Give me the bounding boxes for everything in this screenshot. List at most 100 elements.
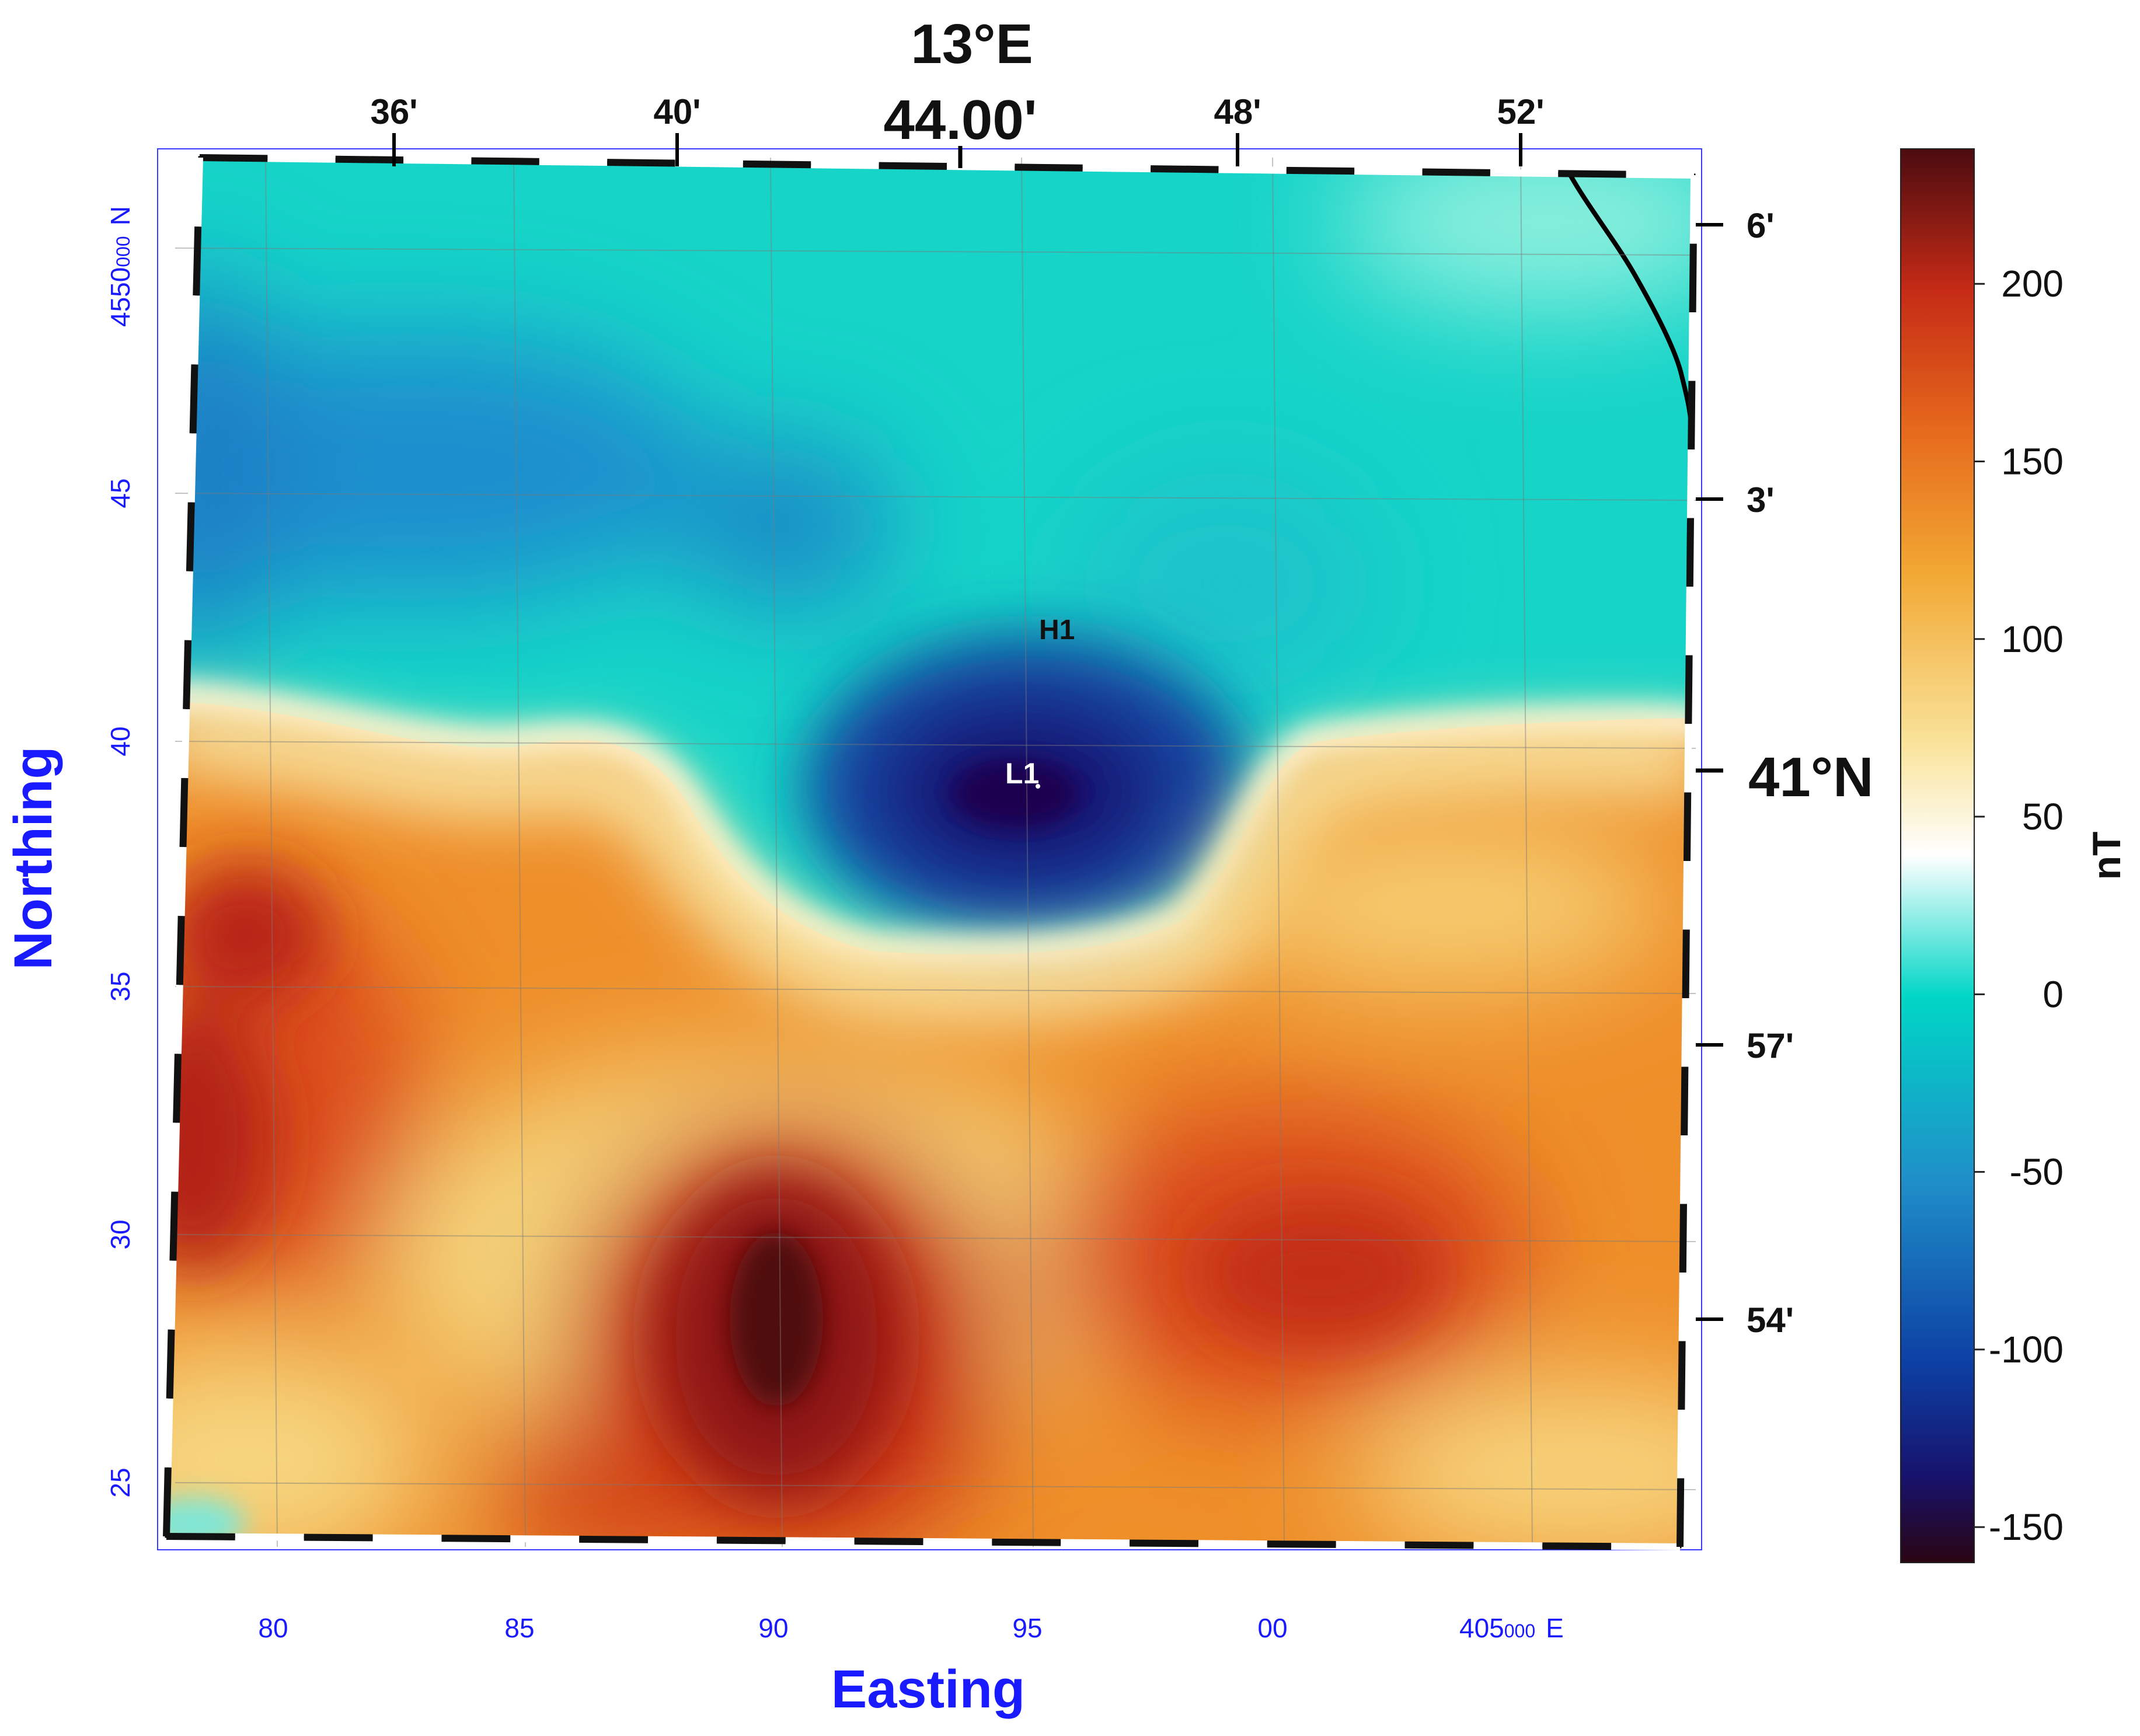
- frame-segment: [785, 1537, 855, 1545]
- top-minute-label: 40': [653, 92, 700, 131]
- frame-segment: [177, 846, 187, 916]
- map-grid: [175, 157, 1696, 1547]
- frame-segment: [403, 156, 472, 165]
- colorbar-tick-label: -100: [1989, 1329, 2064, 1371]
- frame-segment: [1404, 1541, 1474, 1549]
- right-latitude-ticks: 6' 3' 57' 54': [1696, 206, 1794, 1340]
- northing-tick-label: 40: [105, 726, 135, 756]
- frame-segment: [1682, 860, 1691, 930]
- frame-segment: [173, 1054, 182, 1123]
- frame-segment: [189, 364, 198, 434]
- right-minute-label: 3': [1747, 480, 1775, 520]
- frame-segment: [743, 160, 811, 169]
- frame-segment: [992, 1538, 1061, 1546]
- colorbar-tick-label: -50: [2010, 1151, 2064, 1193]
- frame-segment: [716, 1536, 786, 1545]
- frame-segment: [1678, 1272, 1686, 1341]
- colorbar-tick-label: 0: [2043, 973, 2064, 1015]
- frame-segment: [171, 1123, 180, 1192]
- frame-segment: [335, 155, 404, 164]
- northing-tick-label: 35: [105, 971, 135, 1001]
- frame-segment: [164, 1398, 173, 1468]
- anomaly-label-h1: H1: [1039, 615, 1075, 646]
- frame-segment: [163, 1467, 172, 1537]
- colorbar-tick-label: -150: [1989, 1506, 2064, 1548]
- frame-segment: [193, 226, 202, 296]
- anomaly-field: [166, 158, 1694, 1547]
- right-minute-label: 54': [1747, 1301, 1794, 1340]
- northing-top-prefix: 45: [105, 297, 135, 327]
- frame-segment: [1678, 1341, 1686, 1410]
- frame-segment: [187, 433, 197, 503]
- easting-tick-label: 80: [258, 1613, 288, 1643]
- frame-segment: [1677, 1478, 1685, 1547]
- frame-segment: [174, 985, 183, 1054]
- colorbar-tick-label: 150: [2001, 441, 2064, 483]
- frame-segment: [186, 502, 195, 571]
- easting-last-suffix: 000: [1504, 1620, 1535, 1641]
- frame-segment: [1686, 518, 1694, 587]
- easting-axis-label: Easting: [831, 1660, 1025, 1719]
- northing-unit: N: [105, 206, 135, 225]
- longitude-title: 13°E: [911, 13, 1033, 75]
- colorbar: [1900, 148, 1975, 1563]
- frame-segment: [169, 1191, 179, 1261]
- frame-segment: [179, 778, 189, 848]
- frame-segment: [183, 640, 192, 709]
- frame-segment: [194, 157, 203, 227]
- colorbar-tick-label: 50: [2022, 796, 2064, 838]
- frame-segment: [1685, 655, 1693, 724]
- frame-segment: [854, 1538, 923, 1545]
- frame-segment: [1558, 170, 1626, 178]
- frame-segment: [1286, 166, 1355, 175]
- frame-segment: [191, 295, 200, 365]
- colorbar-ticks: 200 150 100 50 0 -50 -100 -150: [1974, 263, 2064, 1548]
- frame-segment: [1689, 175, 1698, 244]
- anomaly-marker-l1: [1036, 784, 1040, 789]
- colorbar-tick-label: 200: [2001, 263, 2064, 305]
- right-minute-label: 6': [1747, 206, 1775, 245]
- easting-last-prefix: 405: [1459, 1613, 1504, 1643]
- frame-segment: [441, 1535, 511, 1543]
- frame-segment: [1422, 168, 1490, 176]
- northing-tick-label: 45: [105, 478, 135, 508]
- easting-tick-label: 00: [1257, 1613, 1287, 1643]
- utm-frame: [157, 148, 1702, 1550]
- easting-tick-label: 95: [1012, 1613, 1042, 1643]
- northing-axis-label: Northing: [4, 746, 63, 970]
- frame-segment: [184, 571, 193, 640]
- easting-last-tick-label: 405000 E: [1459, 1613, 1564, 1643]
- frame-segment: [1679, 1204, 1687, 1273]
- frame-segment: [1082, 164, 1151, 173]
- easting-tick-labels: 80 85 90 95 00: [258, 1613, 1287, 1643]
- northing-top-tick-label: 4550000 N: [105, 206, 135, 327]
- frame-segment: [1218, 166, 1287, 174]
- frame-segment: [1611, 1543, 1681, 1550]
- frame-segment: [176, 915, 185, 985]
- northing-top-suffix: 000: [113, 236, 134, 267]
- frame-segment: [675, 159, 743, 168]
- frame-segment: [1354, 168, 1423, 176]
- top-longitude-ticks: 36' 40' 48' 52': [370, 92, 1545, 166]
- center-longitude-minutes: 44.00': [883, 89, 1037, 151]
- northing-tick-labels: 25 30 35 40 45: [105, 478, 135, 1497]
- northing-tick-label: 30: [105, 1219, 135, 1249]
- frame-segment: [1015, 163, 1083, 172]
- top-minute-label: 52': [1497, 92, 1544, 131]
- frame-segment: [235, 1533, 304, 1541]
- frame-segment: [168, 1260, 177, 1330]
- frame-segment: [166, 1329, 175, 1399]
- right-minute-label: 57': [1747, 1026, 1794, 1065]
- frame-segment: [1688, 381, 1696, 450]
- colorbar-unit-label: nT: [2085, 831, 2129, 880]
- frame-segment: [607, 159, 675, 167]
- frame-segment: [1267, 1540, 1336, 1548]
- frame-segment: [181, 709, 190, 779]
- geographic-frame: [163, 154, 1698, 1550]
- frame-segment: [1198, 1540, 1267, 1548]
- frame-segment: [1685, 586, 1693, 656]
- frame-segment: [579, 1535, 649, 1543]
- top-minute-label: 48': [1214, 92, 1261, 131]
- frame-segment: [1681, 1066, 1689, 1136]
